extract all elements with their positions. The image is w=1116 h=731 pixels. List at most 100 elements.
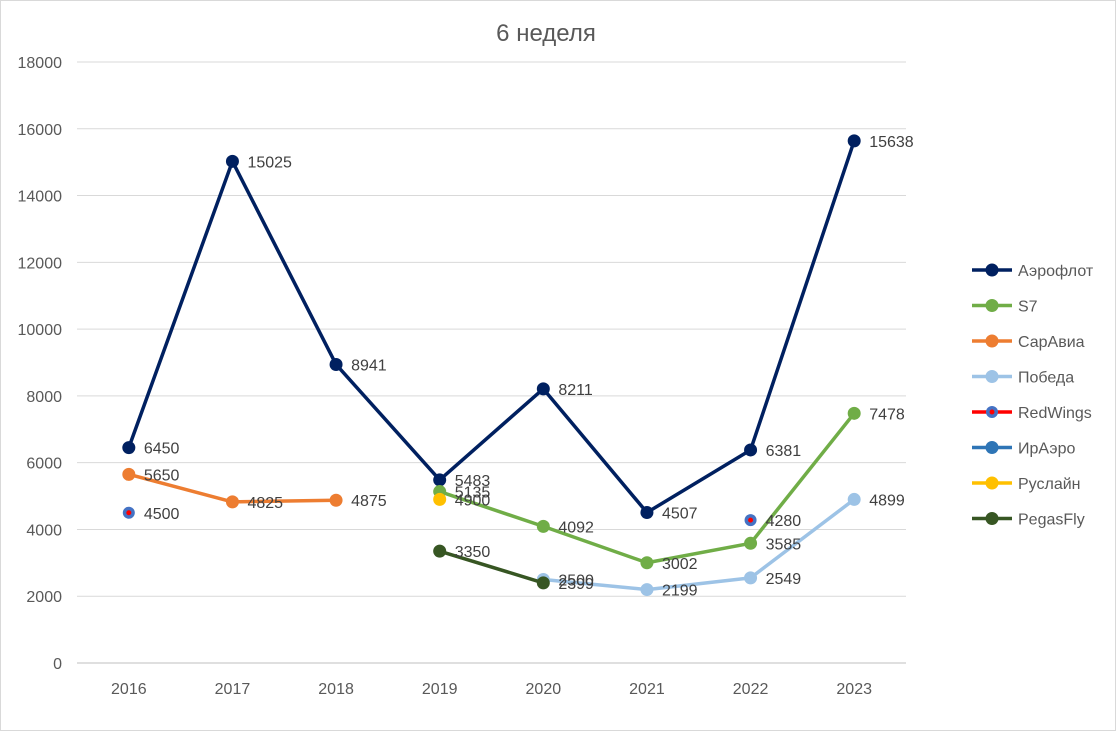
legend-label-победа: Победа [1018, 370, 1074, 387]
legend-marker-руслайн [985, 476, 999, 490]
data-label-аэрофлот: 4507 [662, 506, 698, 523]
legend-label-redwings: RedWings [1018, 405, 1092, 422]
y-tick-label: 10000 [18, 322, 63, 339]
y-tick-label: 16000 [18, 122, 63, 139]
data-label-аэрофлот: 5483 [455, 473, 491, 490]
data-point-аэрофлот [640, 506, 654, 520]
y-tick-label: 12000 [18, 255, 63, 272]
data-label-победа: 2500 [558, 573, 594, 590]
data-label-redwings: 4500 [144, 506, 180, 523]
data-label-саравиа: 4825 [247, 495, 283, 512]
series-line-s7 [437, 489, 546, 529]
y-tick-label: 8000 [26, 389, 62, 406]
series-line-победа [645, 576, 753, 592]
data-point-s7 [744, 536, 758, 550]
plot-area [122, 134, 861, 597]
legend-label-ираэро: ИрАэро [1018, 441, 1075, 458]
data-label-s7: 7478 [869, 406, 905, 423]
data-label-саравиа: 4875 [351, 493, 387, 510]
series-line-аэрофлот [748, 139, 856, 452]
data-label-redwings: 4280 [766, 513, 802, 530]
data-label-s7: 3002 [662, 556, 698, 573]
x-tick-label: 2021 [629, 681, 665, 698]
legend-label-руслайн: Руслайн [1018, 476, 1081, 493]
legend-label-s7: S7 [1018, 299, 1038, 316]
data-point-s7 [847, 406, 861, 420]
data-label-аэрофлот: 8941 [351, 357, 387, 374]
x-tick-label: 2017 [215, 681, 251, 698]
series-line-победа [748, 497, 856, 580]
x-tick-label: 2022 [733, 681, 769, 698]
data-label-аэрофлот: 15638 [869, 134, 914, 151]
series-line-s7 [748, 411, 856, 546]
data-point-аэрофлот [122, 441, 136, 455]
x-tick-label: 2019 [422, 681, 458, 698]
series-line-аэрофлот [127, 159, 235, 450]
data-label-s7: 3585 [766, 536, 802, 553]
data-point-руслайн [433, 492, 447, 506]
x-tick-label: 2016 [111, 681, 147, 698]
data-point-победа [640, 583, 654, 597]
legend-marker-pegasfly [985, 512, 999, 525]
x-tick-label: 2018 [318, 681, 354, 698]
series-line-s7 [541, 524, 649, 565]
y-tick-label: 6000 [26, 456, 62, 473]
data-label-победа: 2549 [766, 571, 802, 588]
data-point-s7 [536, 519, 550, 533]
data-label-s7: 5135 [455, 485, 491, 502]
legend-marker-победа [985, 370, 999, 383]
data-point-саравиа [122, 467, 136, 481]
legend-marker-аэрофлот [985, 263, 999, 277]
y-tick-label: 2000 [26, 589, 62, 606]
chart-title: 6 неделя [496, 20, 596, 47]
legend-marker-center-redwings [989, 409, 995, 415]
x-tick-label: 2023 [836, 681, 872, 698]
data-label-аэрофлот: 8211 [558, 382, 593, 399]
series-line-победа [541, 577, 649, 592]
data-label-саравиа: 5650 [144, 467, 180, 484]
data-label-руслайн: 4900 [455, 492, 491, 509]
data-labels: 6450 15025 8941 5483 8211 4507 6381 15638 5135 40… [144, 134, 914, 600]
legend-label-аэрофлот: Аэрофлот [1018, 263, 1094, 280]
data-point-аэрофлот [536, 382, 550, 396]
legend-marker-саравиа [985, 334, 999, 348]
x-axis: 2016 2017 2018 2019 2020 2021 2022 2023 [111, 681, 872, 698]
series-line-pegasfly [437, 549, 546, 585]
data-point-аэрофлот [744, 443, 758, 457]
data-point-саравиа [329, 493, 343, 507]
data-label-аэрофлот: 6450 [144, 441, 180, 458]
data-point-победа [847, 492, 861, 506]
legend-label-pegasfly: PegasFly [1018, 512, 1085, 529]
data-point-аэрофлот [329, 357, 343, 371]
data-label-pegasfly: 2399 [558, 576, 594, 593]
series-line-s7 [645, 541, 753, 565]
series-line-аэрофлот [230, 159, 338, 367]
data-point-аэрофлот [433, 473, 447, 487]
data-point-аэрофлот [847, 134, 861, 148]
gridlines [77, 61, 906, 664]
data-point-аэрофлот [225, 154, 239, 168]
y-tick-label: 14000 [18, 189, 63, 206]
data-point-саравиа [225, 495, 239, 509]
data-label-победа: 2199 [662, 583, 698, 600]
legend-marker-s7 [985, 299, 999, 312]
data-point-s7 [640, 556, 654, 570]
y-tick-label: 4000 [26, 522, 62, 539]
data-point-pegasfly [536, 576, 550, 590]
y-tick-label: 0 [53, 656, 62, 673]
series-line-аэрофлот [645, 448, 753, 515]
series-line-аэрофлот [334, 362, 442, 482]
legend: Аэрофлот S7 СарАвиа Победа RedWings ИрАэро Рус… [972, 263, 1094, 529]
series-line-саравиа [127, 472, 235, 504]
data-point-победа [744, 571, 758, 585]
data-label-победа: 4899 [869, 492, 905, 509]
data-label-s7: 4092 [558, 519, 594, 536]
data-label-pegasfly: 3350 [455, 544, 491, 561]
data-point-center-redwings [126, 510, 132, 516]
data-point-center-redwings [748, 517, 754, 523]
data-label-аэрофлот: 15025 [247, 154, 292, 171]
data-point-pegasfly [433, 544, 447, 558]
legend-label-саравиа: СарАвиа [1018, 334, 1085, 351]
